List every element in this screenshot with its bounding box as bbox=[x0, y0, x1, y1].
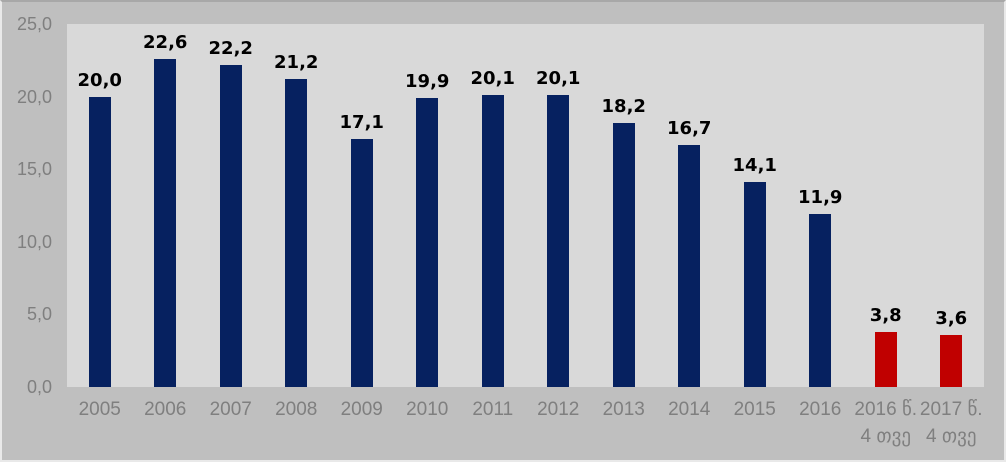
x-axis-label: 2008 bbox=[275, 399, 318, 420]
bar-value-label: 20,1 bbox=[470, 68, 515, 90]
y-axis-tick-label: 10,0 bbox=[16, 231, 52, 252]
bar-slot: 21,2 bbox=[264, 24, 330, 387]
bar bbox=[481, 95, 504, 387]
x-axis-label: 2012 bbox=[537, 399, 580, 420]
bar bbox=[285, 79, 308, 387]
bars-container: 20,0 22,6 22,2 21,2 17,1 19,9 20,1 20,1 18,2 16,7… bbox=[67, 24, 984, 387]
x-axis-label: 2005 bbox=[78, 399, 121, 420]
bar-value-label: 11,9 bbox=[798, 187, 843, 209]
bar-value-label: 18,2 bbox=[601, 95, 646, 117]
bar-slot: 20,0 bbox=[67, 24, 133, 387]
bar-value-label: 22,6 bbox=[143, 31, 188, 53]
bar-value-label: 3,6 bbox=[935, 307, 968, 329]
bar-value-label: 14,1 bbox=[732, 155, 777, 177]
y-axis-tick-label: 0,0 bbox=[26, 377, 52, 397]
bar-slot: 20,1 bbox=[526, 24, 592, 387]
bar bbox=[874, 331, 897, 387]
bar bbox=[154, 58, 177, 387]
bar-slot: 14,1 bbox=[722, 24, 788, 387]
bar-slot: 22,2 bbox=[198, 24, 264, 387]
bar-value-label: 20,0 bbox=[77, 69, 122, 91]
x-axis-label: 2016 წ. 4 თვე bbox=[854, 399, 918, 447]
bar-value-label: 17,1 bbox=[339, 111, 384, 133]
bar bbox=[88, 96, 111, 387]
bar-value-label: 19,9 bbox=[405, 71, 450, 93]
bar bbox=[678, 144, 701, 387]
x-axis: 2005 2006 2007 2008 2009 2010 2011 2012 2013 2014… bbox=[67, 396, 984, 450]
bar-slot: 18,2 bbox=[591, 24, 657, 387]
bar-slot: 11,9 bbox=[788, 24, 854, 387]
y-axis-tick-label: 15,0 bbox=[16, 159, 52, 180]
bar bbox=[219, 64, 242, 387]
x-axis-label: 2007 bbox=[209, 399, 252, 420]
bar bbox=[612, 122, 635, 387]
bar-slot: 19,9 bbox=[395, 24, 461, 387]
bar bbox=[809, 214, 832, 387]
bar bbox=[940, 334, 963, 387]
bar bbox=[416, 98, 439, 387]
bar bbox=[547, 95, 570, 387]
bar bbox=[350, 138, 373, 387]
bar bbox=[743, 182, 766, 387]
bar-slot: 16,7 bbox=[657, 24, 723, 387]
x-axis-label: 2015 bbox=[733, 399, 776, 420]
x-axis-label: 2010 bbox=[406, 399, 449, 420]
bar-slot: 17,1 bbox=[329, 24, 395, 387]
bar-slot: 20,1 bbox=[460, 24, 526, 387]
x-axis-label: 2011 bbox=[472, 399, 514, 420]
bar-value-label: 16,7 bbox=[667, 117, 712, 139]
bar-value-label: 21,2 bbox=[274, 52, 319, 74]
x-axis-label: 2013 bbox=[602, 399, 645, 420]
bar-value-label: 22,2 bbox=[208, 37, 253, 59]
x-axis-label: 2017 წ. 4 თვე bbox=[919, 399, 983, 447]
y-axis-tick-label: 5,0 bbox=[26, 304, 52, 325]
bar-value-label: 3,8 bbox=[869, 304, 902, 326]
y-axis-tick-label: 25,0 bbox=[16, 14, 52, 34]
y-axis: 0,0 5,0 10,0 15,0 20,0 25,0 bbox=[2, 14, 52, 397]
x-axis-label: 2014 bbox=[668, 399, 711, 420]
bar-slot: 3,6 bbox=[919, 24, 985, 387]
bar-value-label: 20,1 bbox=[536, 68, 581, 90]
x-axis-label: 2009 bbox=[340, 399, 383, 420]
bar-slot: 3,8 bbox=[853, 24, 919, 387]
bar-slot: 22,6 bbox=[133, 24, 199, 387]
y-axis-tick-label: 20,0 bbox=[16, 86, 52, 107]
x-axis-label: 2006 bbox=[144, 399, 187, 420]
x-axis-label: 2016 bbox=[799, 399, 842, 420]
